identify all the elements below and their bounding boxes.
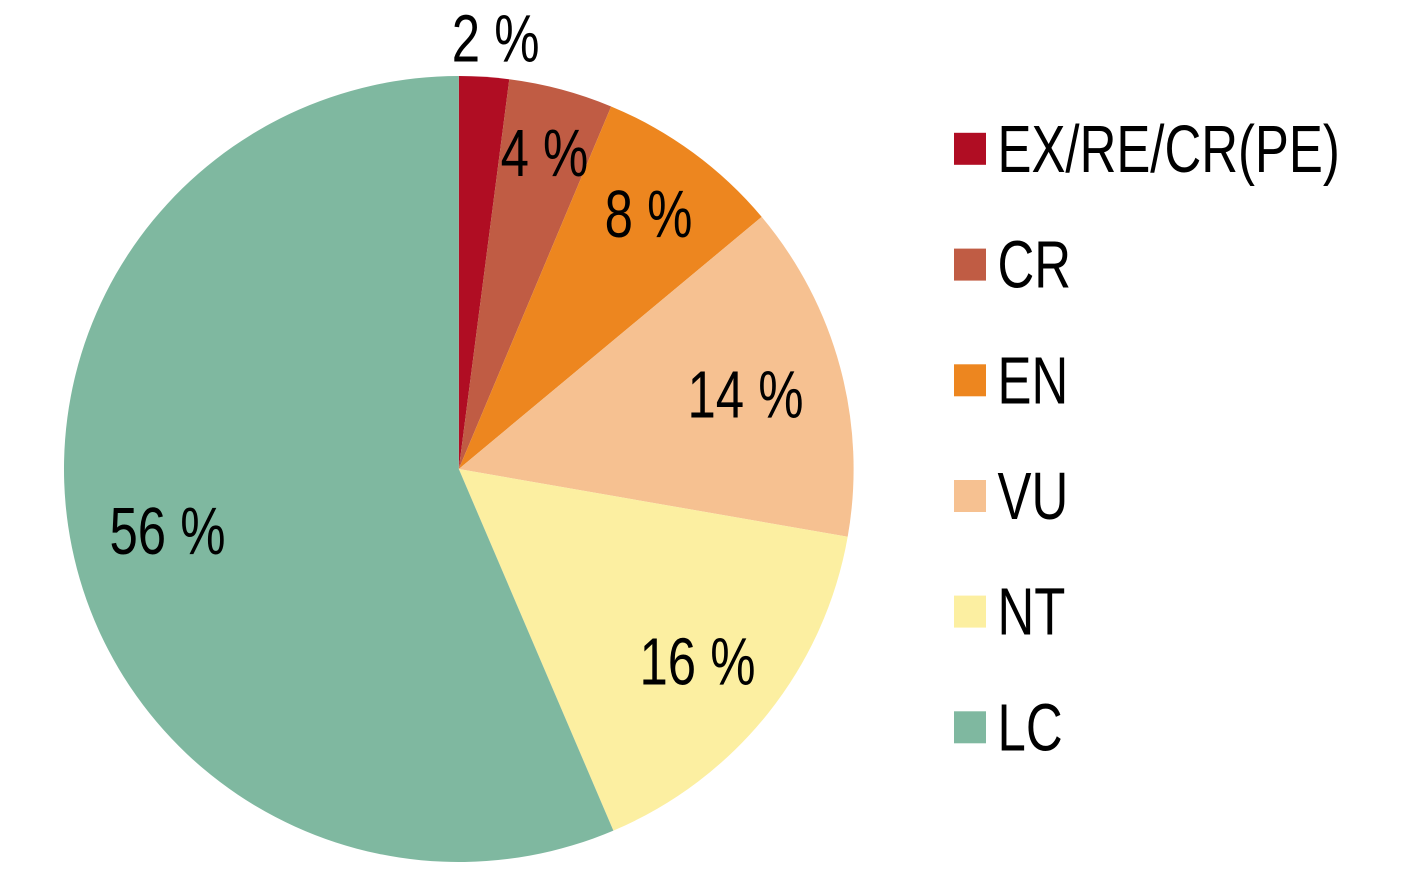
svg-text:NT: NT [998, 574, 1066, 649]
svg-text:VU: VU [998, 458, 1069, 533]
svg-text:2 %: 2 % [452, 0, 540, 75]
svg-text:56 %: 56 % [109, 493, 225, 568]
svg-text:LC: LC [998, 689, 1063, 764]
svg-text:EX/RE/CR(PE): EX/RE/CR(PE) [998, 111, 1340, 186]
svg-text:EN: EN [998, 342, 1069, 417]
svg-text:4 %: 4 % [501, 115, 589, 190]
svg-text:8 %: 8 % [605, 176, 693, 251]
svg-text:CR: CR [998, 227, 1072, 302]
svg-text:14 %: 14 % [687, 357, 803, 432]
svg-text:16 %: 16 % [639, 624, 755, 699]
